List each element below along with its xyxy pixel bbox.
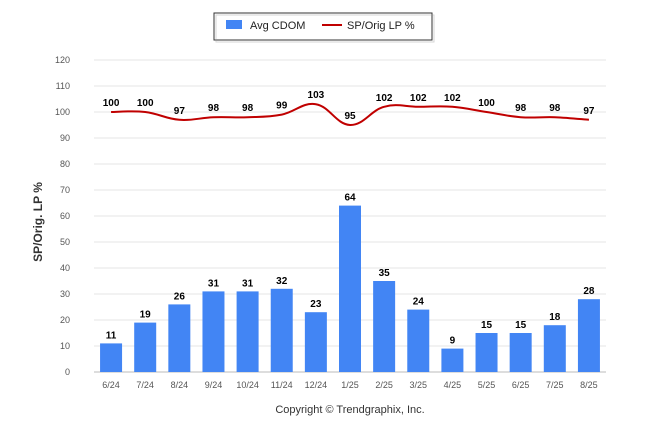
line-data-label: 95 (344, 111, 356, 122)
line-data-label: 98 (549, 103, 561, 114)
line-data-label: 100 (137, 98, 154, 109)
y-tick-label: 90 (60, 133, 70, 143)
legend-swatch-bar (226, 20, 242, 29)
bar-data-label: 35 (379, 268, 391, 279)
bar-data-labels: 11 19 26 31 31 32 23 64 35 24 9 15 15 18 28 (106, 193, 595, 347)
bar (407, 309, 430, 372)
copyright-text: Copyright © Trendgraphix, Inc. (275, 404, 424, 416)
bar-data-label: 23 (310, 299, 322, 310)
bar (543, 325, 566, 372)
line-data-label: 97 (174, 106, 186, 117)
y-tick-label: 30 (60, 289, 70, 299)
bar-series (100, 205, 600, 372)
bar (236, 291, 259, 372)
x-tick-label: 8/25 (580, 380, 598, 390)
bar (270, 288, 293, 372)
bar-data-label: 15 (481, 320, 493, 331)
y-tick-label: 110 (56, 81, 70, 91)
line-data-label: 98 (242, 103, 254, 114)
y-tick-label: 50 (60, 237, 70, 247)
bar-data-label: 64 (344, 193, 356, 204)
bar (339, 205, 361, 372)
y-tick-label: 10 (60, 341, 70, 351)
bar (304, 312, 327, 372)
legend-label-bar: Avg CDOM (250, 20, 305, 32)
line-data-label: 102 (444, 93, 461, 104)
line-data-label: 100 (103, 98, 120, 109)
y-axis-label: SP/Orig. LP % (31, 182, 45, 262)
x-tick-label: 11/24 (271, 380, 293, 390)
x-tick-label: 5/25 (478, 380, 496, 390)
line-data-labels: 100 100 97 98 98 99 103 95 102 102 102 100 98 98 97 (103, 90, 595, 122)
line-data-label: 99 (276, 101, 288, 112)
x-tick-label: 4/25 (444, 380, 462, 390)
line-data-label: 102 (376, 93, 393, 104)
bar-data-label: 32 (276, 276, 288, 287)
x-tick-label: 10/24 (236, 380, 259, 390)
x-tick-label: 8/24 (171, 380, 189, 390)
bar (134, 322, 157, 372)
bar-data-label: 28 (583, 286, 595, 297)
x-axis-ticks: 6/24 7/24 8/24 9/24 10/24 11/24 12/24 1/25 2/25 3… (102, 380, 597, 390)
bar-data-label: 26 (174, 291, 186, 302)
line-data-label: 103 (308, 90, 325, 101)
line-data-label: 97 (583, 106, 595, 117)
bar (168, 304, 191, 372)
bar-data-label: 11 (106, 330, 117, 341)
bar-data-label: 31 (208, 278, 220, 289)
y-tick-label: 0 (65, 367, 70, 377)
bar-data-label: 15 (515, 320, 527, 331)
y-tick-label: 60 (60, 211, 70, 221)
x-tick-label: 1/25 (341, 380, 359, 390)
y-tick-label: 120 (55, 55, 70, 65)
bar (373, 281, 396, 372)
bar-data-label: 9 (450, 336, 456, 347)
legend-label-line: SP/Orig LP % (347, 20, 415, 32)
x-tick-label: 12/24 (305, 380, 328, 390)
y-axis-ticks: 0 10 20 30 40 50 60 70 80 90 100 110 120 (55, 55, 70, 377)
legend: Avg CDOM SP/Orig LP % (213, 12, 435, 43)
y-tick-label: 80 (60, 159, 70, 169)
bar (509, 333, 532, 372)
bar-data-label: 31 (242, 278, 254, 289)
y-tick-label: 40 (60, 263, 70, 273)
x-tick-label: 7/24 (136, 380, 154, 390)
y-tick-label: 100 (55, 107, 70, 117)
x-tick-label: 3/25 (410, 380, 428, 390)
y-tick-label: 70 (60, 185, 70, 195)
line-data-label: 100 (478, 98, 495, 109)
bar (100, 343, 123, 372)
line-data-label: 98 (515, 103, 527, 114)
x-tick-label: 7/25 (546, 380, 564, 390)
bar (441, 348, 464, 372)
bar-data-label: 24 (413, 297, 425, 308)
bar (475, 333, 498, 372)
x-tick-label: 6/24 (102, 380, 120, 390)
x-tick-label: 9/24 (205, 380, 223, 390)
line-series (111, 102, 590, 127)
line-data-label: 102 (410, 93, 427, 104)
x-tick-label: 6/25 (512, 380, 530, 390)
bar-data-label: 19 (140, 310, 152, 321)
line-data-label: 98 (208, 103, 220, 114)
bar (577, 299, 600, 372)
y-tick-label: 20 (60, 315, 70, 325)
x-tick-label: 2/25 (375, 380, 393, 390)
bar-data-label: 18 (549, 312, 561, 323)
bar (202, 291, 225, 372)
